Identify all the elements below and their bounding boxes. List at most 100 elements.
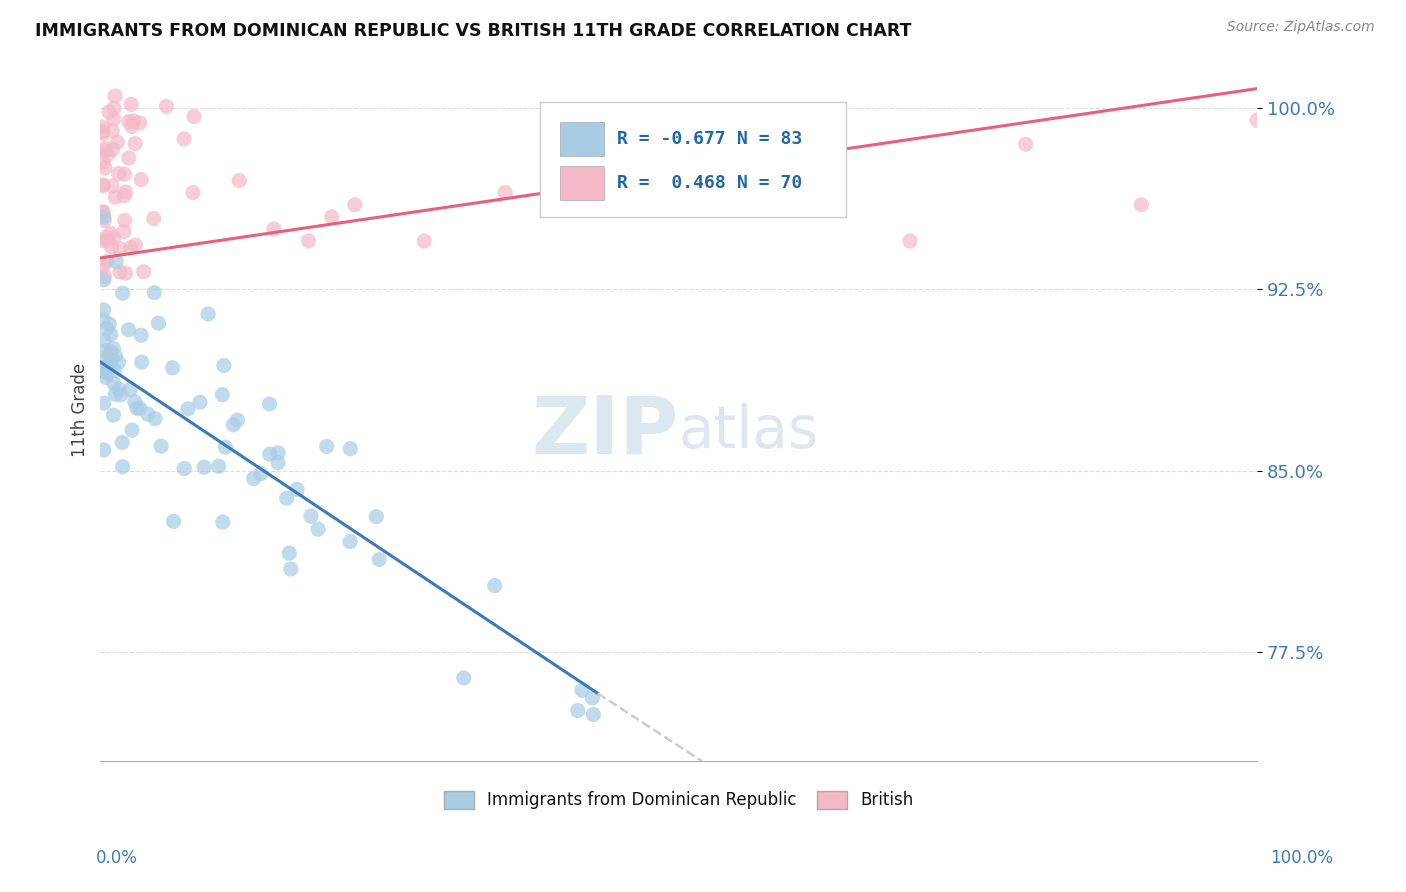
Point	[91, 205, 114, 219]
Point	[96, 367, 118, 381]
Point	[783, 161, 806, 176]
Point	[110, 388, 132, 402]
Point	[249, 467, 271, 481]
Point	[107, 167, 129, 181]
Point	[1130, 198, 1153, 212]
Point	[129, 172, 152, 186]
Point	[97, 148, 120, 162]
Point	[91, 260, 114, 274]
Point	[114, 167, 136, 181]
Point	[105, 254, 128, 268]
Point	[124, 136, 146, 151]
Point	[567, 704, 589, 718]
Point	[93, 396, 115, 410]
Y-axis label: 11th Grade: 11th Grade	[72, 363, 89, 458]
Point	[162, 515, 184, 529]
Point	[582, 707, 605, 722]
Point	[222, 417, 245, 432]
Point	[307, 522, 329, 536]
Point	[91, 120, 114, 134]
Point	[93, 442, 115, 457]
Text: ZIP: ZIP	[531, 392, 679, 470]
Point	[111, 435, 134, 450]
Point	[211, 387, 233, 401]
Point	[96, 254, 118, 268]
Point	[94, 142, 117, 156]
Point	[108, 382, 131, 396]
Point	[150, 439, 173, 453]
Point	[136, 407, 159, 421]
Point	[91, 124, 114, 138]
Point	[103, 101, 125, 115]
Point	[208, 459, 231, 474]
Point	[188, 395, 211, 409]
Point	[128, 401, 150, 416]
Point	[101, 124, 124, 138]
Point	[1246, 113, 1268, 128]
Point	[366, 509, 388, 524]
Point	[104, 190, 127, 204]
Point	[267, 446, 290, 460]
Point	[177, 401, 200, 416]
Point	[118, 151, 141, 165]
Point	[155, 99, 177, 113]
Point	[1015, 137, 1038, 152]
Point	[143, 285, 166, 300]
Point	[118, 114, 141, 128]
Point	[108, 265, 131, 279]
Point	[104, 387, 127, 401]
Text: 0.0%: 0.0%	[96, 849, 138, 867]
Point	[129, 328, 152, 343]
Point	[94, 343, 117, 358]
Point	[339, 442, 361, 456]
Point	[413, 234, 436, 248]
Point	[93, 302, 115, 317]
Point	[276, 491, 298, 505]
Point	[101, 143, 124, 157]
Point	[368, 552, 391, 566]
Point	[212, 359, 235, 373]
Point	[96, 321, 118, 335]
Point	[94, 370, 117, 384]
Point	[93, 333, 115, 347]
Point	[122, 114, 145, 128]
Point	[280, 562, 302, 576]
Point	[93, 356, 115, 370]
Point	[103, 230, 125, 244]
Point	[453, 671, 475, 685]
Point	[91, 204, 114, 219]
Text: Source: ZipAtlas.com: Source: ZipAtlas.com	[1227, 20, 1375, 34]
Point	[183, 110, 205, 124]
Point	[278, 546, 301, 560]
Point	[494, 186, 516, 200]
Point	[93, 313, 115, 327]
Point	[111, 286, 134, 301]
Text: R = -0.677: R = -0.677	[617, 130, 725, 148]
Point	[97, 348, 120, 362]
Point	[94, 230, 117, 244]
Point	[571, 683, 593, 698]
Point	[94, 161, 117, 175]
Point	[104, 349, 127, 363]
Text: 100.0%: 100.0%	[1270, 849, 1333, 867]
Point	[103, 376, 125, 391]
Point	[297, 234, 319, 248]
Point	[112, 188, 135, 202]
Point	[343, 198, 366, 212]
Point	[263, 222, 285, 236]
Point	[124, 394, 146, 409]
Point	[259, 447, 281, 461]
Point	[285, 483, 308, 497]
Point	[98, 104, 121, 119]
Point	[125, 401, 148, 416]
Point	[94, 360, 117, 375]
Point	[132, 265, 155, 279]
Point	[142, 211, 165, 226]
Point	[93, 210, 115, 224]
Point	[93, 269, 115, 284]
Point	[100, 327, 122, 342]
Text: atlas: atlas	[679, 403, 818, 460]
Point	[193, 460, 215, 475]
Point	[299, 509, 322, 524]
Point	[120, 240, 142, 254]
